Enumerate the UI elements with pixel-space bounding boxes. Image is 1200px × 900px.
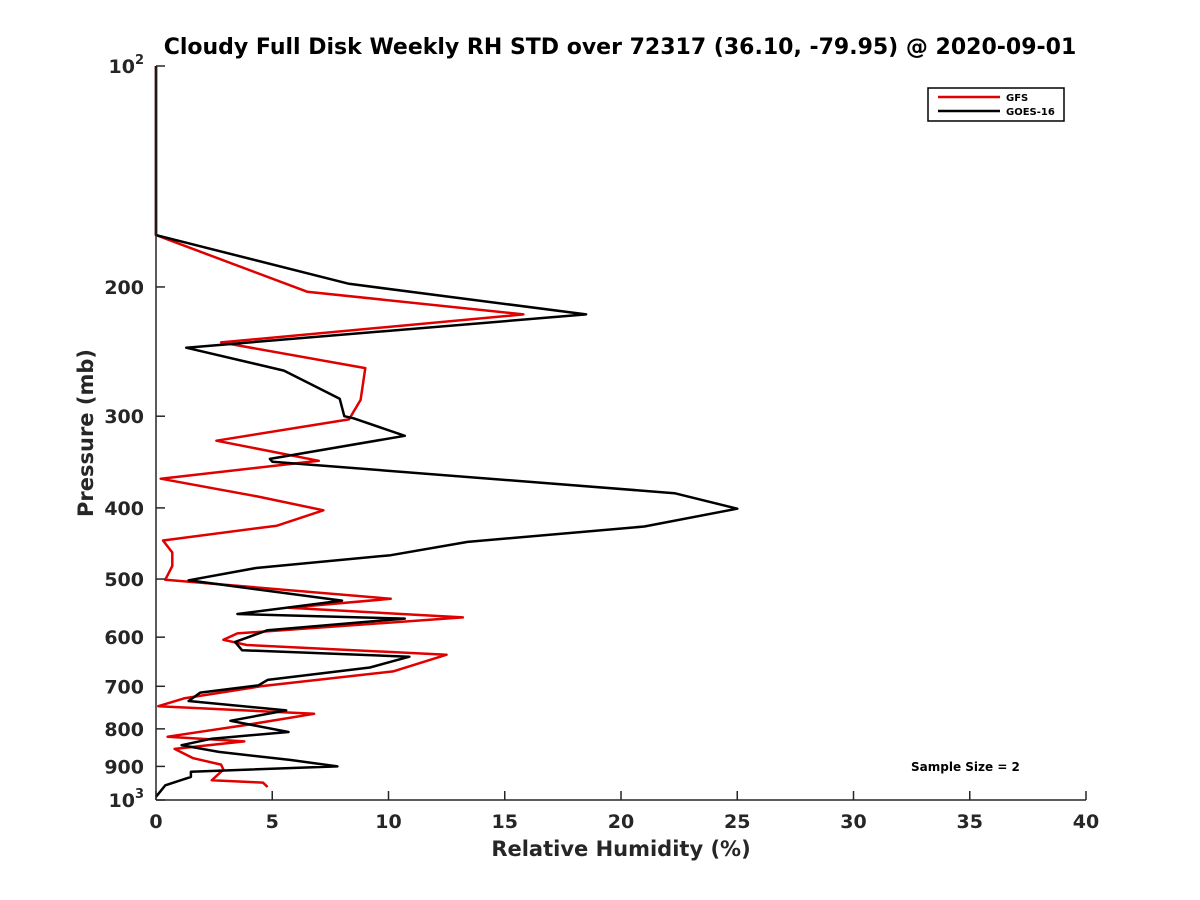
x-tick-label: 25: [724, 811, 750, 833]
y-tick-label: 500: [104, 569, 144, 591]
legend-box: [927, 87, 1065, 122]
legend-label-gfs: GFS: [1006, 93, 1028, 104]
y-tick-label: 400: [104, 498, 144, 520]
y-tick-label: 700: [104, 676, 144, 698]
y-tick-label: 102: [109, 53, 145, 78]
x-tick-label: 0: [149, 811, 162, 833]
y-tick-label: 200: [104, 277, 144, 299]
x-tick-label: 5: [266, 811, 279, 833]
legend: GFS GOES-16: [927, 87, 1065, 122]
y-tick-label: 900: [104, 756, 144, 778]
x-tick-label: 10: [375, 811, 401, 833]
y-tick-base: 10: [109, 56, 135, 78]
series-line-goes16: [154, 66, 739, 798]
x-tick-label: 20: [608, 811, 634, 833]
y-tick-base: 10: [109, 790, 135, 812]
y-tick-label: 103: [109, 787, 145, 812]
y-tick-exponent: 3: [135, 787, 144, 802]
y-tick-exponent: 2: [135, 53, 144, 68]
x-tick-label: 15: [492, 811, 518, 833]
x-axis-label: Relative Humidity (%): [491, 837, 750, 861]
y-tick-label: 300: [104, 406, 144, 428]
series-layer: [154, 66, 739, 798]
y-tick-label: 800: [104, 719, 144, 741]
chart-title: Cloudy Full Disk Weekly RH STD over 7231…: [164, 35, 1077, 60]
sample-size-annotation: Sample Size = 2: [911, 760, 1020, 774]
x-tick-label: 35: [957, 811, 983, 833]
y-tick-label: 600: [104, 627, 144, 649]
legend-label-goes16: GOES-16: [1006, 107, 1055, 118]
x-ticks: 0 5 10 15 20 25 30 35 40: [149, 791, 1099, 833]
series-line-gfs: [154, 66, 525, 788]
x-tick-label: 40: [1073, 811, 1099, 833]
y-axis-label: Pressure (mb): [74, 349, 98, 517]
x-tick-label: 30: [840, 811, 866, 833]
